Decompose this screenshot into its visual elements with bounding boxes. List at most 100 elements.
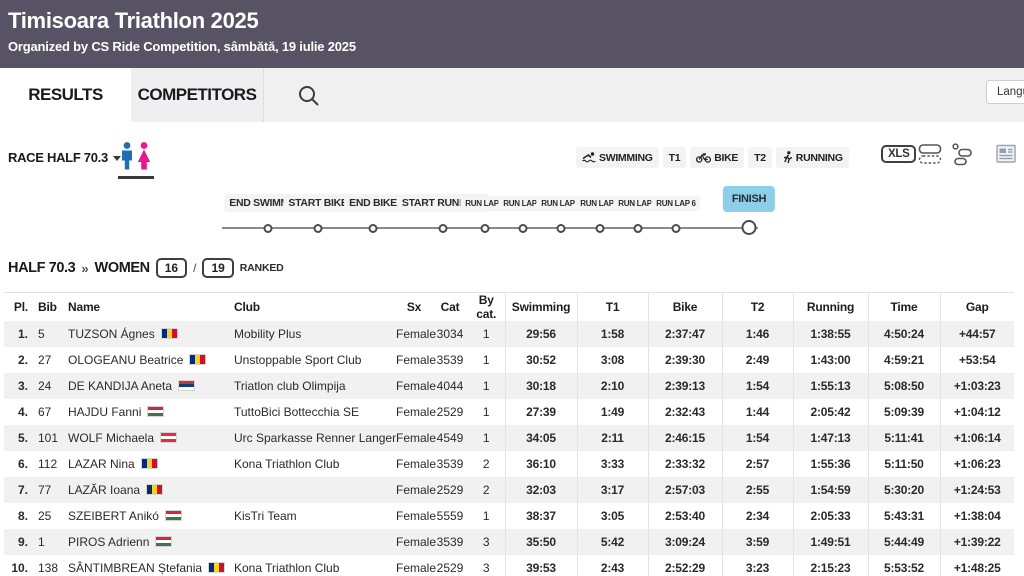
flow-view-icon[interactable] <box>951 143 973 172</box>
cell-name: DE KANDIJA Aneta <box>62 373 228 399</box>
cell-place: 8. <box>17 509 28 523</box>
cell-club: Kona Triathlon Club <box>234 457 340 471</box>
segment-t2[interactable]: T2 <box>748 147 772 168</box>
country-flag-icon <box>140 458 158 469</box>
table-row[interactable]: 6. 112 LAZAR Nina Kona Triathlon Club Fe… <box>4 451 1014 477</box>
cell-bike: 2:39:30 <box>647 347 722 373</box>
cell-swimming: 38:37 <box>504 503 577 529</box>
checkpoint-dot <box>368 224 378 233</box>
cell-club: TuttoBici Bottecchia SE <box>234 405 359 419</box>
tab-competitors[interactable]: COMPETITORS <box>131 68 263 122</box>
country-flag-icon <box>160 328 178 339</box>
segment-bike[interactable]: BIKE <box>690 147 745 168</box>
cell-time: 5:53:52 <box>867 555 940 576</box>
col-t2[interactable]: T2 <box>721 292 793 321</box>
cell-gap: +44:57 <box>939 321 1014 347</box>
cell-bycat: 1 <box>482 353 490 367</box>
cell-place: 7. <box>17 483 28 497</box>
cell-bycat: 1 <box>482 379 490 393</box>
gender-filter-toggle[interactable] <box>118 141 154 181</box>
col-t1[interactable]: T1 <box>576 292 648 321</box>
cell-sx: Female <box>396 483 437 497</box>
category-group: WOMEN <box>94 260 151 276</box>
segment-t1[interactable]: T1 <box>662 147 687 168</box>
cell-bike: 2:53:40 <box>647 503 722 529</box>
cell-name: LAZĂR Ioana <box>62 477 228 503</box>
cell-name: HAJDU Fanni <box>62 399 228 425</box>
cell-t1: 3:33 <box>576 451 648 477</box>
country-flag-icon <box>164 510 182 521</box>
export-xls-button[interactable]: XLS <box>881 145 917 163</box>
report-view-icon[interactable] <box>995 143 1017 170</box>
cell-time: 5:08:50 <box>867 373 940 399</box>
cell-bike: 2:57:03 <box>647 477 722 503</box>
cell-sx: Female <box>396 431 437 445</box>
table-row[interactable]: 7. 77 LAZĂR Ioana Female 2529 2 32:03 3:… <box>4 477 1014 503</box>
cell-gap: +1:24:53 <box>939 477 1014 503</box>
col-club[interactable]: Club <box>234 300 260 314</box>
table-row[interactable]: 8. 25 SZEIBERT Anikó KisTri Team Female … <box>4 503 1014 529</box>
segment-label: T2 <box>754 151 766 164</box>
search-icon[interactable] <box>296 83 322 109</box>
col-place[interactable]: Pl. <box>13 300 28 314</box>
cell-cat: 5559 <box>436 509 464 523</box>
cell-bib: 25 <box>38 509 52 523</box>
cell-sx: Female <box>396 353 437 367</box>
cell-gap: +1:06:14 <box>939 425 1014 451</box>
table-row[interactable]: 9. 1 PIROS Adrienn Female 3539 3 35:50 5… <box>4 529 1014 555</box>
athlete-name: DE KANDIJA Aneta <box>68 379 173 393</box>
checkpoint-dot <box>518 224 528 233</box>
cell-running: 2:05:33 <box>792 503 868 529</box>
table-row[interactable]: 2. 27 OLOGEANU Beatrice Unstoppable Spor… <box>4 347 1014 373</box>
table-row[interactable]: 4. 67 HAJDU Fanni TuttoBici Bottecchia S… <box>4 399 1014 425</box>
cell-time: 4:59:21 <box>867 347 940 373</box>
checkpoint-timeline: END SWIMMING START BIKE END BIKE START R… <box>222 186 790 238</box>
cell-place: 6. <box>17 457 28 471</box>
category-header: HALF 70.3 » WOMEN 16 / 19 RANKED <box>8 258 284 278</box>
country-flag-icon <box>208 562 226 573</box>
col-running[interactable]: Running <box>792 292 868 321</box>
col-bib[interactable]: Bib <box>38 300 57 314</box>
col-name[interactable]: Name <box>68 300 100 314</box>
table-row[interactable]: 10. 138 SÂNTIMBREAN Ștefania Kona Triath… <box>4 555 1014 576</box>
athlete-name: TUZSON Ágnes <box>68 327 155 341</box>
results-table-body: 1. 5 TUZSON Ágnes Mobility Plus Female 3… <box>4 321 1014 576</box>
cell-bycat: 3 <box>482 535 490 549</box>
cell-gap: +1:38:04 <box>939 503 1014 529</box>
cell-bib: 101 <box>38 431 59 445</box>
ranked-count-badge: 16 <box>155 258 188 278</box>
race-dropdown[interactable]: HALF 70.3 <box>47 150 121 165</box>
col-bycat[interactable]: By cat. <box>476 293 497 321</box>
category-race-name: HALF 70.3 <box>8 260 76 276</box>
col-swimming[interactable]: Swimming <box>504 292 577 321</box>
cell-t2: 3:59 <box>721 529 793 555</box>
cell-bycat: 1 <box>482 405 490 419</box>
table-row[interactable]: 5. 101 WOLF Michaela Urc Sparkasse Renne… <box>4 425 1014 451</box>
col-gap[interactable]: Gap <box>939 292 1014 321</box>
table-row[interactable]: 3. 24 DE KANDIJA Aneta Triatlon club Oli… <box>4 373 1014 399</box>
cell-cat: 4549 <box>436 431 464 445</box>
col-sx[interactable]: Sx <box>406 300 422 314</box>
cell-bib: 112 <box>38 457 58 471</box>
cell-sx: Female <box>396 327 437 341</box>
col-bike[interactable]: Bike <box>647 292 722 321</box>
cell-running: 2:15:23 <box>792 555 868 576</box>
cell-place: 1. <box>17 327 28 341</box>
cell-name: TUZSON Ágnes <box>62 321 228 347</box>
checkpoint-dot <box>313 224 323 233</box>
language-button[interactable]: Language <box>986 80 1024 104</box>
table-row[interactable]: 1. 5 TUZSON Ágnes Mobility Plus Female 3… <box>4 321 1014 347</box>
cell-bike: 2:46:15 <box>647 425 722 451</box>
segment-label: RUNNING <box>795 151 843 164</box>
segment-label: SWIMMING <box>599 151 653 164</box>
cell-running: 1:55:13 <box>792 373 868 399</box>
segment-swimming[interactable]: SWIMMING <box>576 147 659 168</box>
card-view-icon[interactable] <box>918 143 942 170</box>
segment-running[interactable]: RUNNING <box>775 147 849 168</box>
athlete-name: SÂNTIMBREAN Ștefania <box>68 561 203 575</box>
col-time[interactable]: Time <box>867 292 940 321</box>
cell-bycat: 1 <box>482 509 490 523</box>
segment-label: T1 <box>668 151 681 164</box>
col-cat[interactable]: Cat <box>440 300 460 314</box>
tab-results[interactable]: RESULTS <box>0 68 131 122</box>
